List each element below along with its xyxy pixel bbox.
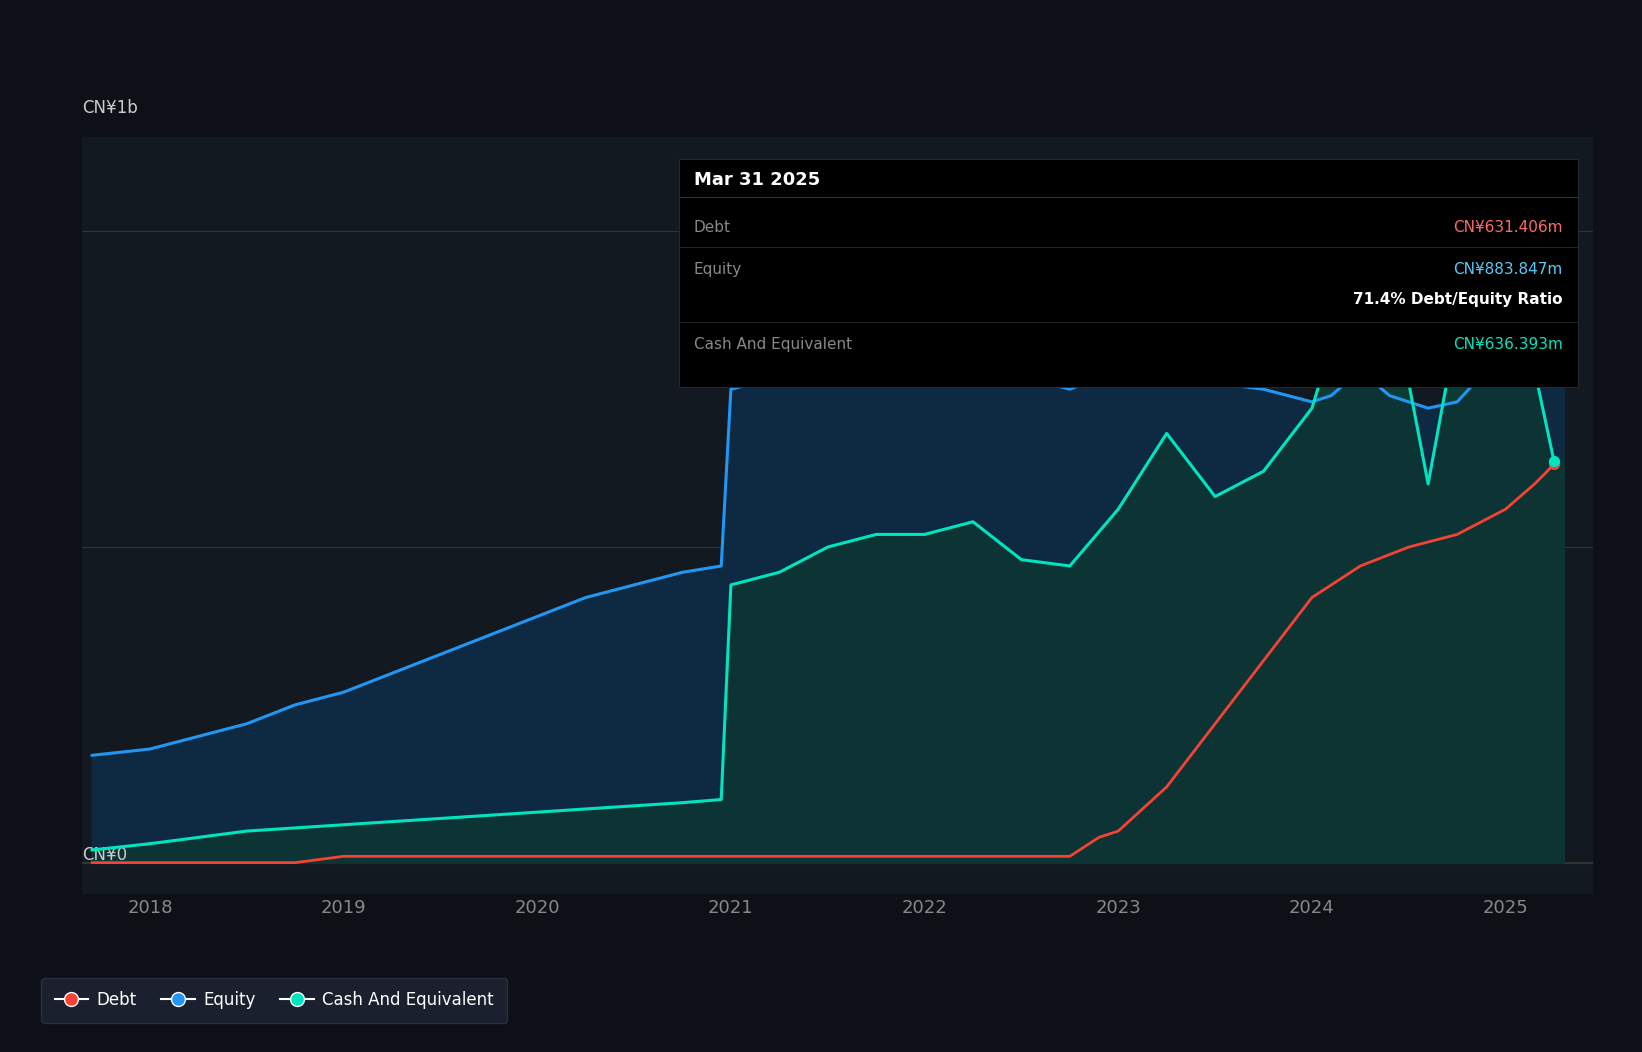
Text: 71.4% Debt/Equity Ratio: 71.4% Debt/Equity Ratio (1353, 292, 1563, 307)
Text: CN¥636.393m: CN¥636.393m (1453, 338, 1563, 352)
Text: Cash And Equivalent: Cash And Equivalent (695, 338, 852, 352)
Text: CN¥0: CN¥0 (82, 846, 126, 864)
Text: CN¥1b: CN¥1b (82, 99, 138, 117)
Text: Equity: Equity (695, 262, 742, 277)
Text: Debt: Debt (695, 220, 731, 235)
FancyBboxPatch shape (678, 160, 1578, 387)
Text: CN¥631.406m: CN¥631.406m (1453, 220, 1563, 235)
Legend: Debt, Equity, Cash And Equivalent: Debt, Equity, Cash And Equivalent (41, 978, 507, 1023)
Text: Mar 31 2025: Mar 31 2025 (695, 170, 819, 189)
Text: CN¥883.847m: CN¥883.847m (1453, 262, 1563, 277)
